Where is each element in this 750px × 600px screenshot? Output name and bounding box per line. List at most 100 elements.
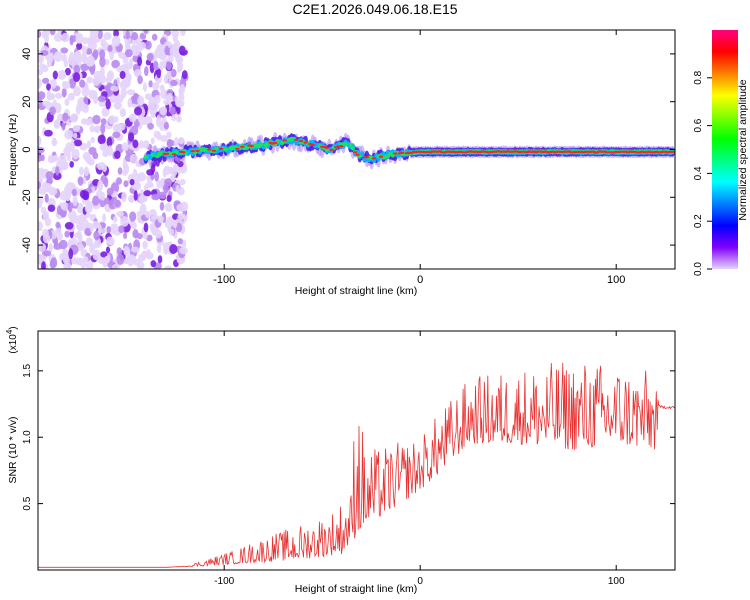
noise-speckle: [156, 133, 162, 141]
noise-speckle: [131, 246, 140, 253]
noise-speckle: [53, 243, 62, 250]
noise-speckle: [100, 123, 106, 134]
noise-speckle: [142, 240, 148, 250]
noise-speckle: [52, 172, 62, 181]
noise-speckle: [68, 248, 74, 260]
top-y-tick-label: 40: [21, 48, 33, 60]
noise-speckle: [83, 96, 89, 104]
ridge-mark: [355, 153, 360, 156]
noise-speckle: [81, 218, 89, 229]
noise-speckle: [137, 75, 143, 85]
top-x-tick-label: 100: [607, 274, 625, 286]
noise-speckle: [46, 94, 55, 101]
noise-speckle: [174, 50, 180, 61]
noise-speckle: [166, 92, 173, 103]
noise-speckle: [53, 119, 61, 129]
noise-speckle: [177, 65, 182, 73]
bottom-y-scale-label: (x104): [5, 326, 19, 353]
snr-line: [38, 362, 675, 568]
noise-speckle: [55, 92, 63, 99]
noise-speckle: [97, 180, 104, 191]
noise-speckle: [140, 194, 148, 203]
noise-speckle: [126, 89, 136, 96]
noise-speckle: [129, 153, 138, 164]
noise-speckle: [49, 79, 57, 89]
noise-speckle: [92, 249, 102, 261]
noise-speckle: [129, 113, 137, 123]
noise-speckle: [64, 129, 74, 140]
noise-speckle: [160, 134, 168, 143]
noise-speckle: [156, 117, 162, 128]
noise-speckle: [158, 191, 167, 200]
noise-speckle: [172, 34, 178, 43]
ridge-mark: [298, 140, 304, 143]
noise-speckle: [104, 197, 110, 205]
spectrogram-panel: -100 0 100 -40 -20 0 20 40 Height of straight …: [7, 29, 676, 297]
noise-speckle: [142, 82, 148, 92]
noise-speckle: [168, 228, 175, 236]
noise-speckle: [116, 210, 124, 218]
noise-speckle: [129, 211, 137, 222]
noise-speckle: [162, 167, 168, 178]
noise-speckle: [178, 247, 188, 255]
noise-speckle: [103, 32, 112, 41]
ridge-mark: [348, 143, 353, 147]
noise-speckle: [154, 171, 159, 182]
noise-speckle: [44, 129, 53, 137]
noise-speckle: [102, 213, 107, 222]
noise-speckle: [100, 251, 108, 258]
noise-speckle: [128, 132, 135, 142]
noise-speckle: [52, 70, 58, 80]
noise-speckle: [146, 248, 151, 257]
noise-speckle: [81, 85, 90, 97]
ridge-mark: [303, 141, 308, 144]
noise-speckle: [137, 172, 147, 182]
noise-speckle: [133, 190, 138, 201]
noise-speckle: [146, 169, 155, 176]
noise-speckle: [163, 122, 169, 130]
noise-speckle: [139, 189, 144, 196]
top-y-tick-label: -20: [21, 189, 33, 205]
noise-speckle: [137, 41, 146, 50]
noise-speckle: [125, 30, 130, 40]
noise-speckle: [111, 35, 121, 47]
noise-speckle: [116, 254, 125, 265]
noise-speckle: [122, 78, 129, 88]
colorbar-tick-label: 0.0: [693, 262, 704, 276]
noise-speckle: [62, 249, 68, 260]
noise-speckle: [99, 143, 109, 152]
noise-speckle: [83, 166, 90, 177]
noise-speckle: [38, 154, 43, 162]
bottom-y-tick-label: 1.0: [22, 430, 33, 444]
ridge-mark: [371, 157, 377, 160]
colorbar-ticks: 0.0 0.2 0.4 0.6 0.8: [693, 70, 712, 276]
noise-speckle: [113, 101, 122, 110]
noise-speckle: [82, 256, 89, 263]
noise-speckle: [92, 49, 99, 58]
noise-speckle: [177, 238, 183, 245]
noise-speckle: [173, 136, 179, 147]
noise-speckle: [99, 191, 106, 201]
noise-speckle: [146, 53, 154, 62]
noise-speckle: [164, 219, 170, 228]
noise-speckle: [48, 243, 53, 253]
noise-speckle: [50, 257, 58, 269]
ridge-mark: [352, 151, 358, 154]
noise-speckle: [106, 226, 111, 234]
noise-speckle: [109, 49, 114, 61]
noise-speckle: [94, 238, 99, 249]
noise-speckle: [146, 234, 153, 242]
ridge-mark: [207, 148, 212, 151]
noise-speckle: [45, 171, 54, 180]
noise-speckle: [145, 211, 151, 219]
bottom-x-tick-label: 100: [608, 576, 625, 587]
colorbar: 0.0 0.2 0.4 0.6 0.8 Normalized spectral ampl…: [693, 30, 749, 276]
noise-speckle: [123, 231, 128, 240]
noise-speckle: [156, 68, 161, 79]
ridge-mark: [390, 153, 395, 158]
noise-speckle: [96, 162, 105, 171]
noise-speckle: [109, 95, 116, 103]
noise-speckle: [143, 140, 150, 149]
noise-speckle: [117, 123, 126, 131]
noise-speckle: [75, 32, 84, 44]
